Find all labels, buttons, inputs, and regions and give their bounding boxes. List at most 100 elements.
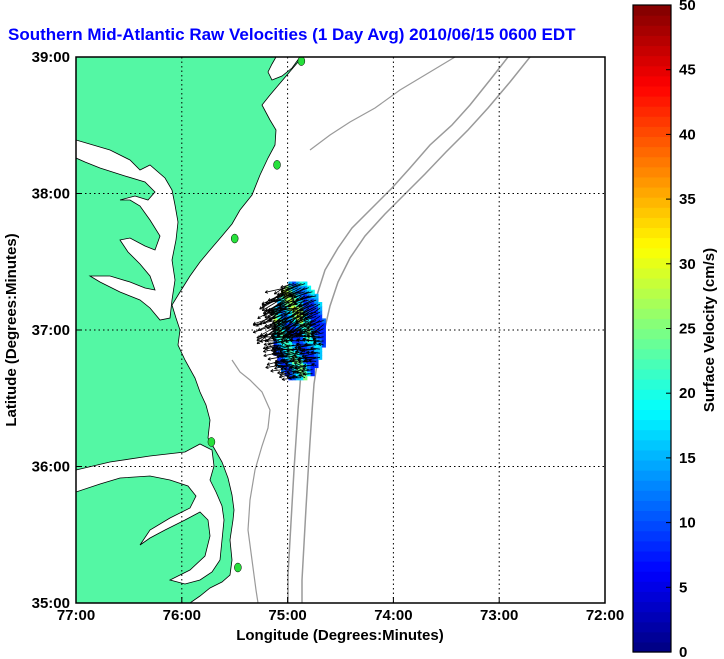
- colorbar-band: [633, 197, 671, 208]
- velocity-arrow: [302, 367, 309, 370]
- velocity-arrowhead: [301, 354, 305, 358]
- velocity-arrowhead: [264, 308, 269, 312]
- velocity-arrow: [304, 356, 320, 361]
- colorbar-tick-label: 5: [679, 579, 687, 596]
- velocity-arrowhead: [252, 330, 257, 334]
- velocity-arrow: [298, 348, 306, 350]
- velocity-arrowhead: [271, 346, 276, 350]
- velocity-arrowhead: [301, 369, 305, 373]
- velocity-cell: [299, 338, 304, 344]
- colorbar-band: [633, 631, 671, 643]
- colorbar: [632, 4, 672, 653]
- velocity-arrowhead: [273, 298, 277, 303]
- velocity-cell: [292, 285, 297, 291]
- velocity-arrow: [281, 365, 298, 368]
- velocity-arrowhead: [286, 326, 291, 330]
- velocity-cell: [314, 318, 319, 323]
- velocity-arrowhead: [296, 338, 300, 342]
- velocity-arrow: [268, 340, 287, 345]
- velocity-arrow: [274, 320, 291, 331]
- velocity-arrowhead: [300, 297, 304, 301]
- velocity-cell: [306, 285, 312, 291]
- velocity-cell: [310, 289, 315, 295]
- velocity-cell: [295, 318, 301, 323]
- velocity-arrowhead: [273, 325, 277, 329]
- colorbar-band: [633, 510, 671, 522]
- velocity-arrowhead: [264, 332, 268, 337]
- velocity-cell: [292, 310, 297, 315]
- colorbar-tick-label: 45: [679, 62, 696, 79]
- velocity-arrowhead: [256, 337, 260, 341]
- velocity-cell: [314, 314, 319, 319]
- velocity-cell: [303, 338, 308, 344]
- velocity-cell: [306, 310, 312, 315]
- velocity-arrowhead: [283, 367, 288, 371]
- velocity-cell: [288, 310, 293, 315]
- velocity-arrowhead: [285, 339, 289, 343]
- velocity-cell: [299, 285, 304, 291]
- velocity-arrowhead: [296, 313, 300, 318]
- velocity-cell: [299, 293, 304, 299]
- velocity-arrow: [284, 368, 291, 370]
- velocity-cell: [318, 314, 323, 319]
- velocity-arrow: [263, 340, 283, 346]
- colorbar-band: [633, 288, 671, 299]
- velocity-arrowhead: [281, 320, 285, 324]
- colorbar-band: [633, 480, 671, 491]
- velocity-arrow: [298, 344, 313, 348]
- velocity-cell: [299, 326, 304, 332]
- colorbar-band: [633, 126, 671, 138]
- velocity-arrowhead: [265, 365, 269, 369]
- y-axis-ticks: 35:00 36:00 37:00 38:00 39:00: [32, 49, 82, 612]
- velocity-cell: [299, 334, 304, 340]
- velocity-cell: [303, 375, 308, 381]
- velocity-arrow: [277, 287, 295, 296]
- velocity-cell: [321, 326, 326, 332]
- colorbar-band: [633, 65, 671, 77]
- velocity-arrow: [279, 373, 295, 378]
- velocity-arrowhead: [303, 358, 308, 362]
- velocity-cell: [288, 355, 293, 360]
- velocity-cell: [288, 371, 293, 377]
- velocity-arrowhead: [263, 353, 267, 358]
- map-layer: [76, 57, 605, 603]
- velocity-arrow: [268, 295, 291, 312]
- velocity-arrowhead: [255, 323, 260, 327]
- velocity-arrowhead: [311, 363, 315, 367]
- colorbar-tick-label: 20: [679, 385, 696, 402]
- velocity-arrow: [300, 295, 317, 300]
- velocity-arrow: [304, 356, 317, 359]
- colorbar-band: [633, 207, 671, 218]
- velocity-arrowhead: [277, 318, 282, 322]
- x-axis-ticks: 77:00 76:00 75:00 74:00 73:00 72:00: [57, 597, 624, 624]
- velocity-arrow: [280, 356, 298, 361]
- velocity-arrowhead: [264, 338, 269, 343]
- velocity-arrowhead: [308, 322, 313, 327]
- x-tick-label: 73:00: [480, 607, 518, 624]
- y-tick-label: 36:00: [32, 459, 70, 476]
- velocity-cell: [314, 302, 319, 307]
- velocity-cell: [310, 302, 315, 307]
- velocity-arrowhead: [306, 332, 311, 336]
- velocity-arrow: [293, 291, 313, 298]
- colorbar-tick-label: 35: [679, 191, 696, 208]
- velocity-cell: [310, 359, 315, 364]
- velocity-cell: [318, 351, 323, 356]
- velocity-arrowhead: [299, 316, 303, 320]
- velocity-cell: [284, 297, 289, 303]
- velocity-cell: [306, 351, 312, 356]
- velocity-arrow: [273, 352, 291, 356]
- colorbar-band: [633, 470, 671, 481]
- velocity-arrowhead: [259, 306, 263, 310]
- velocity-cell: [295, 322, 301, 328]
- velocity-cell: [310, 342, 315, 348]
- colorbar-band: [633, 591, 671, 603]
- velocity-arrowhead: [294, 345, 298, 350]
- velocity-arrowhead: [269, 311, 274, 315]
- velocity-arrowhead: [286, 347, 290, 352]
- colorbar-band: [633, 298, 671, 309]
- velocity-cell: [310, 310, 315, 315]
- velocity-cell: [299, 289, 304, 295]
- velocity-arrowhead: [261, 307, 266, 312]
- colorbar-band: [633, 217, 671, 229]
